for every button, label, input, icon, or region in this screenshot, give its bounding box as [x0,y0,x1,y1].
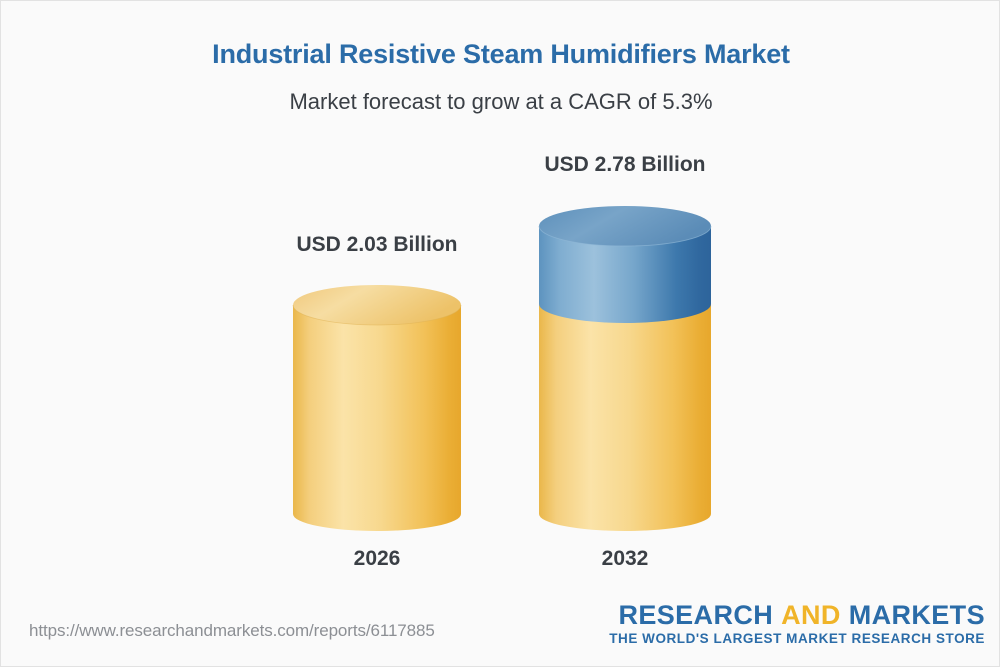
value-label-2026: USD 2.03 Billion [296,233,458,256]
bar-group-2026: USD 2.03 Billion [292,233,465,570]
bar-group-2032: USD 2.78 Billion [538,153,715,570]
brand-logo[interactable]: RESEARCH AND MARKETS THE WORLD'S LARGEST… [609,601,985,648]
cylinder-body [293,305,461,531]
plot-area: USD 2.03 Billion [1,1,999,601]
cylinder-2032 [538,206,715,531]
cylinder-top-cap [293,285,461,325]
brand-word-and: AND [781,600,841,630]
brand-word-research: RESEARCH [618,600,774,630]
value-label-2032: USD 2.78 Billion [544,153,706,176]
cylinder-2026 [292,285,465,531]
chart-title: Industrial Resistive Steam Humidifiers M… [212,39,790,69]
chart-subtitle: Market forecast to grow at a CAGR of 5.3… [289,89,713,114]
cylinder-segment-base [539,309,711,531]
source-url[interactable]: https://www.researchandmarkets.com/repor… [29,621,435,640]
category-label-2032: 2032 [601,547,649,570]
category-label-2026: 2026 [353,547,401,570]
brand-tagline: THE WORLD'S LARGEST MARKET RESEARCH STOR… [609,631,985,647]
cylinder-top-cap [539,206,711,246]
brand-word-markets: MARKETS [848,600,985,630]
brand-wordmark: RESEARCH AND MARKETS [609,601,985,629]
cylinder-top-rim [538,225,712,247]
cylinder-top-rim [292,304,462,326]
cylinder-segment-growth [539,226,711,323]
